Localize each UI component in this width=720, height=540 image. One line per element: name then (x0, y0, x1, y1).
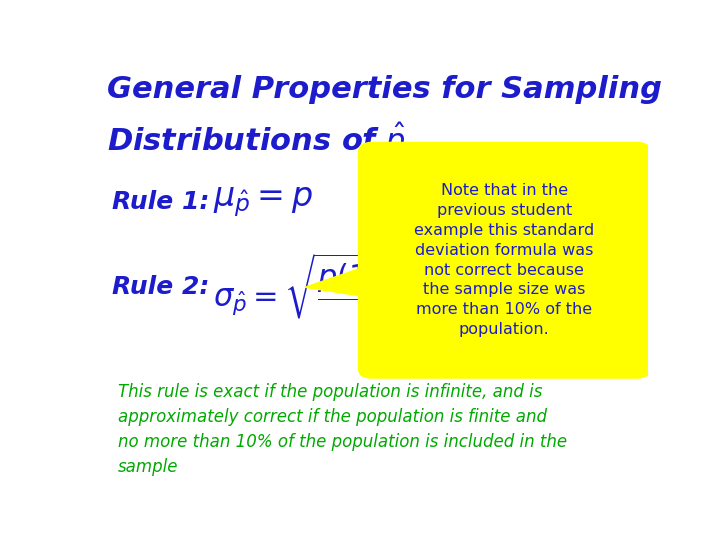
Text: $\sigma_{\hat{p}} = \sqrt{\dfrac{p(1-p)}{n}}$: $\sigma_{\hat{p}} = \sqrt{\dfrac{p(1-p)}… (213, 252, 446, 322)
FancyBboxPatch shape (358, 141, 651, 379)
Text: General Properties for Sampling: General Properties for Sampling (107, 75, 662, 104)
Text: Distributions of $\hat{p}$: Distributions of $\hat{p}$ (107, 121, 405, 159)
Text: Rule 2:: Rule 2: (112, 275, 210, 299)
Text: Note that in the
previous student
example this standard
deviation formula was
no: Note that in the previous student exampl… (414, 184, 595, 337)
Text: This rule is exact if the population is infinite, and is
approximately correct i: This rule is exact if the population is … (118, 383, 567, 476)
Text: $\mu_{\hat{p}} = p$: $\mu_{\hat{p}} = p$ (213, 185, 312, 219)
Text: Rule 1:: Rule 1: (112, 190, 210, 214)
Polygon shape (305, 265, 372, 298)
